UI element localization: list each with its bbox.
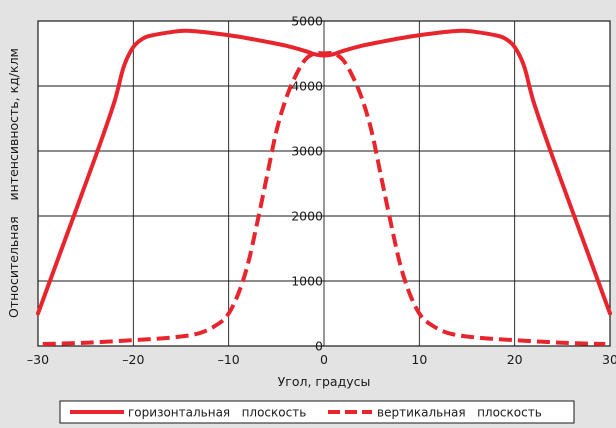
x-tick-label: 30 xyxy=(602,352,616,367)
grid xyxy=(38,21,610,346)
x-tick-label: –10 xyxy=(218,352,240,367)
legend-box xyxy=(59,400,575,424)
x-tick-labels: –30 –20 –10 0 10 20 30 xyxy=(27,352,616,367)
series-line-vertical xyxy=(42,51,606,347)
y-tick-label: 3000 xyxy=(291,144,323,159)
y-tick-label: 5000 xyxy=(291,14,323,29)
x-axis-title: Угол, градусы xyxy=(278,374,371,389)
y-tick-label: 0 xyxy=(315,339,323,354)
x-tick-label: –30 xyxy=(27,352,49,367)
legend-label-vertical: вертикальная плоскость xyxy=(377,406,542,420)
y-tick-label: 1000 xyxy=(291,274,323,289)
y-tick-label: 2000 xyxy=(291,209,323,224)
y-tick-labels: 0 1000 2000 3000 4000 5000 xyxy=(291,14,323,354)
series-lines xyxy=(36,28,612,347)
x-tick-label: 10 xyxy=(411,352,427,367)
x-tick-label: –20 xyxy=(122,352,144,367)
y-tick-label: 4000 xyxy=(291,79,323,94)
y-axis-title: Относительная интенсивность, кд/клм xyxy=(6,48,21,318)
x-tick-label: 0 xyxy=(320,352,328,367)
legend-label-horizontal: горизонтальная плоскость xyxy=(128,406,306,420)
legend: горизонтальная плоскость вертикальная пл… xyxy=(59,400,575,424)
x-tick-label: 20 xyxy=(507,352,523,367)
